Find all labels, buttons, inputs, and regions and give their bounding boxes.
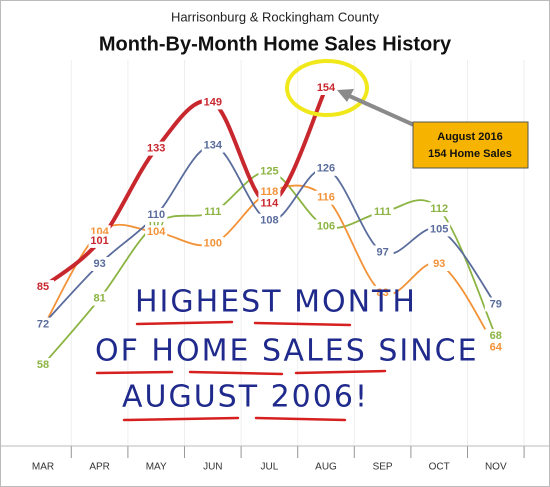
data-label: 108 <box>260 215 278 227</box>
data-label: 106 <box>317 220 335 232</box>
data-label: 154 <box>317 82 336 94</box>
x-tick-label: JUL <box>261 462 279 473</box>
chart-title: Month-By-Month Home Sales History <box>99 33 452 55</box>
labels: 5881107111125106111112687110410410011811… <box>32 81 507 372</box>
data-label: 100 <box>204 238 222 250</box>
arrow-shaft <box>344 92 415 127</box>
label-bg <box>258 164 281 179</box>
data-label: 93 <box>433 258 445 270</box>
data-label: 68 <box>490 330 502 342</box>
data-label: 134 <box>204 140 223 152</box>
label-bg <box>201 205 224 220</box>
data-label: 125 <box>260 166 278 178</box>
data-label: 114 <box>261 197 280 209</box>
x-tick-label: APR <box>89 462 110 473</box>
label-bg <box>32 280 54 295</box>
label-bg <box>428 257 451 272</box>
handwriting-text: OF HOME SALES SINCE <box>95 334 479 369</box>
handwriting-text: HIGHEST MONTH <box>135 285 417 320</box>
arrow-head <box>337 89 354 102</box>
data-label: 72 <box>37 319 49 331</box>
label-bg <box>258 213 281 228</box>
label-bg <box>484 340 507 355</box>
underline <box>95 320 387 422</box>
callout-text: 154 Home Sales <box>428 148 512 160</box>
label-bg <box>371 205 394 220</box>
data-label: 149 <box>204 96 222 108</box>
data-label: 112 <box>430 203 448 215</box>
label-bg <box>484 297 507 312</box>
label-bg <box>145 141 168 156</box>
label-bg <box>145 207 168 222</box>
chart-subtitle: Harrisonburg & Rockingham County <box>171 9 380 24</box>
data-label: 93 <box>93 258 105 270</box>
label-bg <box>315 219 337 234</box>
data-label: 111 <box>204 206 221 218</box>
data-label: 116 <box>317 192 335 204</box>
data-label: 118 <box>261 186 279 198</box>
label-bg <box>258 184 281 199</box>
label-bg <box>484 329 507 344</box>
label-bg <box>88 233 111 248</box>
label-bg <box>371 245 394 260</box>
label-bg <box>315 190 337 205</box>
grid: MAR APR MAY JUN JUL AUG SEP OCT NOV <box>0 60 550 473</box>
x-tick-label: MAR <box>32 462 54 473</box>
label-bg <box>371 285 394 300</box>
label-bg <box>88 291 111 306</box>
callout-box <box>412 121 529 169</box>
data-label: 104 <box>147 226 166 238</box>
label-bg <box>145 225 168 240</box>
label-bg <box>258 196 281 211</box>
label-bg <box>88 257 111 272</box>
data-label: 133 <box>147 143 165 155</box>
callout: August 2016 154 Home Sales <box>285 59 529 169</box>
label-bg <box>428 202 451 217</box>
data-label: 83 <box>376 287 388 299</box>
label-bg <box>428 222 451 237</box>
handwriting: HIGHEST MONTH OF HOME SALES SINCE AUGUST… <box>95 285 479 422</box>
label-bg <box>315 161 337 176</box>
label-bg <box>201 236 224 251</box>
highlight-circle <box>285 59 369 117</box>
x-tick-label: NOV <box>485 462 507 473</box>
x-tick-label: JUN <box>203 462 222 473</box>
data-label: 85 <box>37 281 49 293</box>
callout-text: August 2016 <box>437 131 502 143</box>
x-tick-label: OCT <box>429 462 450 473</box>
data-label: 111 <box>374 206 391 218</box>
x-tick-label: MAY <box>146 462 167 473</box>
x-tick-label: AUG <box>315 462 337 473</box>
data-label: 79 <box>490 298 502 310</box>
data-label: 110 <box>147 209 165 221</box>
handwriting-text: AUGUST 2006! <box>122 380 369 415</box>
label-bg <box>32 358 54 372</box>
data-label: 81 <box>93 293 105 305</box>
data-label: 126 <box>317 163 335 175</box>
label-bg <box>315 81 337 95</box>
label-bg <box>201 138 224 153</box>
data-label: 101 <box>90 235 108 247</box>
data-label: 97 <box>376 246 388 258</box>
label-bg <box>32 317 54 332</box>
data-label: 105 <box>430 223 448 235</box>
x-tick-label: SEP <box>373 462 393 473</box>
data-label: 64 <box>490 342 503 354</box>
label-bg <box>201 95 224 110</box>
data-label: 58 <box>37 359 49 371</box>
